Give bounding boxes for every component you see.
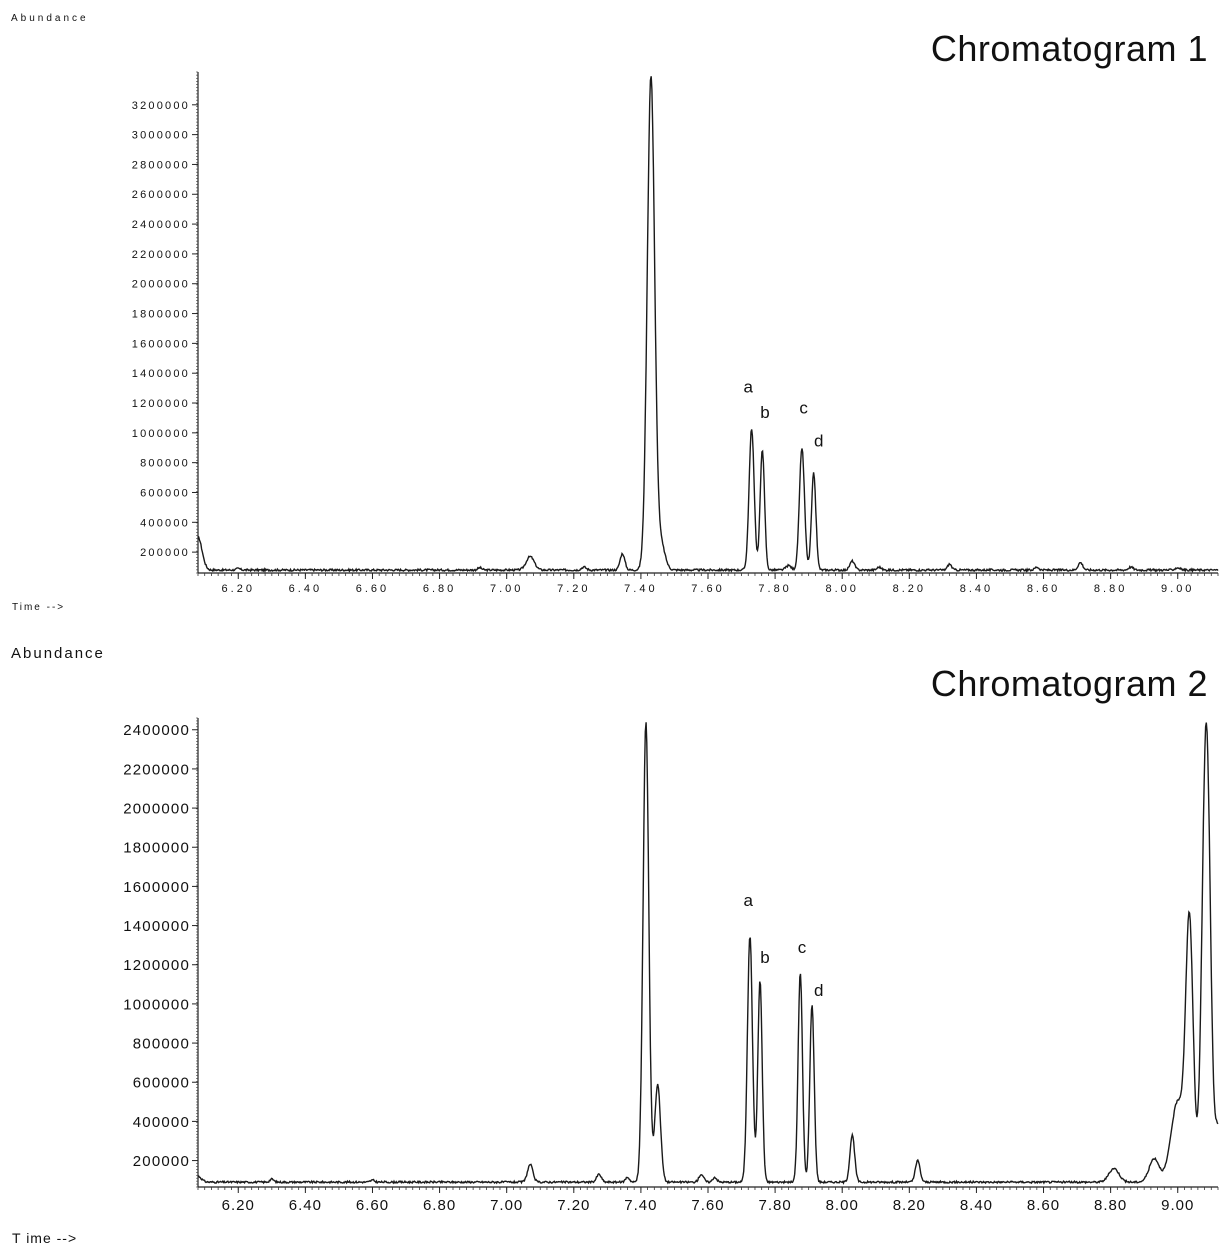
x-axis-label: Time -->: [12, 602, 66, 613]
x-tick-label: 8.00: [826, 1197, 859, 1214]
y-tick-label: 2200000: [123, 761, 190, 778]
x-tick-label: 6.20: [222, 583, 255, 595]
y-tick-label: 600000: [140, 487, 190, 499]
y-tick-label: 2600000: [132, 189, 190, 201]
x-tick-label: 6.60: [356, 583, 389, 595]
y-tick-label: 200000: [133, 1153, 190, 1170]
x-tick-label: 7.40: [624, 1197, 657, 1214]
y-tick-label: 800000: [140, 458, 190, 470]
peak-annotation: c: [799, 398, 808, 417]
x-tick-label: 6.40: [289, 1197, 322, 1214]
y-tick-label: 1400000: [132, 368, 190, 380]
x-tick-label: 6.60: [356, 1197, 389, 1214]
y-tick-label: 3200000: [132, 100, 190, 112]
x-tick-label: 8.80: [1094, 583, 1127, 595]
y-tick-label: 1800000: [123, 840, 190, 857]
y-tick-label: 1600000: [132, 338, 190, 350]
y-axis-label: Abundance: [11, 645, 105, 662]
peak-annotation: a: [744, 378, 754, 397]
peak-annotation: a: [744, 891, 754, 910]
x-tick-label: 9.00: [1161, 1197, 1194, 1214]
y-tick-label: 1600000: [123, 879, 190, 896]
x-tick-label: 7.00: [490, 583, 523, 595]
x-tick-label: 8.00: [825, 583, 858, 595]
x-tick-label: 7.60: [691, 583, 724, 595]
y-tick-label: 2400000: [132, 219, 190, 231]
chart-title: Chromatogram 1: [930, 28, 1208, 69]
y-tick-label: 1200000: [123, 957, 190, 974]
x-tick-label: 7.60: [691, 1197, 724, 1214]
peak-annotation: d: [814, 431, 823, 450]
x-tick-label: 6.20: [222, 1197, 255, 1214]
peak-annotation: d: [814, 981, 823, 1000]
x-tick-label: 8.20: [893, 1197, 926, 1214]
y-tick-label: 1800000: [132, 309, 190, 321]
y-tick-label: 200000: [140, 547, 190, 559]
x-tick-label: 8.40: [960, 583, 993, 595]
chromatogram-1-plot: 6.20 6.40 6.60 6.80 7.00 7.20 7.40 7.60 7.80 8.00…: [132, 71, 1219, 595]
y-tick-label: 600000: [133, 1075, 190, 1092]
y-tick-label: 3000000: [132, 130, 190, 142]
peak-annotation: b: [760, 403, 769, 422]
chromatogram-1-panel: Abundance Chromatogram 1 Time --> 6.20 6.…: [0, 0, 1220, 620]
x-tick-label: 6.80: [423, 1197, 456, 1214]
y-axis-label: Abundance: [11, 13, 89, 24]
x-tick-label: 6.80: [423, 583, 456, 595]
y-tick-label: 1000000: [132, 428, 190, 440]
chromatogram-2-panel: Abundance Chromatogram 2 T ime --> 6.20 6…: [0, 635, 1220, 1246]
peak-annotation: b: [760, 948, 769, 967]
y-tick-label: 2200000: [132, 249, 190, 261]
chromatogram-2-plot: 6.20 6.40 6.60 6.80 7.00 7.20 7.40 7.60 7.80 8.00…: [123, 717, 1219, 1214]
y-tick-label: 2000000: [132, 279, 190, 291]
y-tick-label: 1200000: [132, 398, 190, 410]
y-tick-label: 2800000: [132, 159, 190, 171]
x-tick-label: 8.60: [1027, 1197, 1060, 1214]
x-tick-label: 8.80: [1094, 1197, 1127, 1214]
x-tick-label: 7.00: [490, 1197, 523, 1214]
x-tick-label: 7.20: [557, 1197, 590, 1214]
x-axis-label: T ime -->: [12, 1230, 78, 1246]
x-tick-label: 8.60: [1027, 583, 1060, 595]
chart-title: Chromatogram 2: [930, 663, 1208, 704]
y-tick-label: 2000000: [123, 800, 190, 817]
x-tick-label: 6.40: [289, 583, 322, 595]
x-tick-label: 7.80: [758, 583, 791, 595]
y-tick-label: 400000: [140, 517, 190, 529]
x-tick-label: 7.20: [557, 583, 590, 595]
x-tick-label: 8.20: [893, 583, 926, 595]
chromatogram-trace: [197, 76, 1219, 574]
chromatogram-trace: [197, 722, 1219, 1185]
x-tick-label: 7.40: [624, 583, 657, 595]
y-tick-label: 400000: [133, 1114, 190, 1131]
x-tick-label: 7.80: [759, 1197, 792, 1214]
y-tick-label: 800000: [133, 1035, 190, 1052]
x-tick-label: 8.40: [960, 1197, 993, 1214]
peak-annotation: c: [798, 938, 807, 957]
y-tick-label: 1400000: [123, 918, 190, 935]
y-tick-label: 1000000: [123, 996, 190, 1013]
y-tick-label: 2400000: [123, 722, 190, 739]
x-tick-label: 9.00: [1161, 583, 1194, 595]
